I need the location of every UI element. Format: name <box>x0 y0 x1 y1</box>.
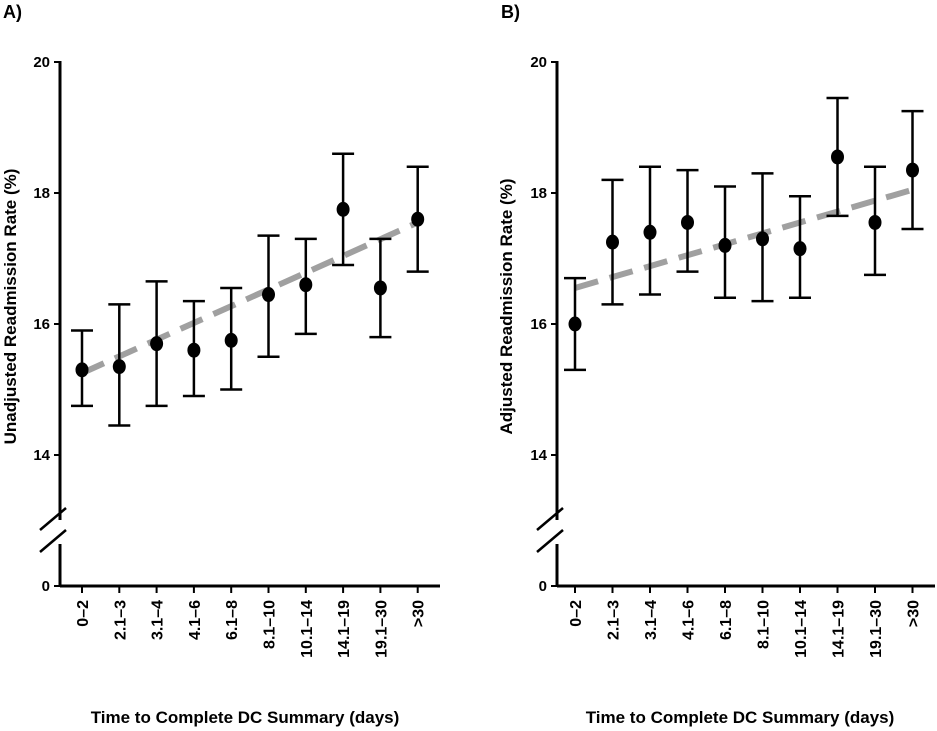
x-tick-label: 8.1–10 <box>262 600 279 649</box>
data-point <box>299 277 313 293</box>
x-tick-label: 6.1–8 <box>718 600 735 640</box>
data-point <box>756 231 769 247</box>
axis-break-mark <box>39 507 67 531</box>
x-tick-label: 14.1–19 <box>831 600 848 658</box>
axis-break-mark <box>536 507 564 531</box>
trend-line <box>574 186 914 291</box>
x-tick-label: 6.1–8 <box>224 600 241 640</box>
x-tick-label: 2.1–3 <box>606 600 623 640</box>
y-tick-label: 14 <box>33 447 50 464</box>
x-tick-label: 3.1–4 <box>643 600 660 640</box>
data-point <box>793 241 807 257</box>
data-point <box>336 201 350 217</box>
y-tick-label: 20 <box>530 54 547 71</box>
x-tick-label: 10.1–14 <box>299 600 316 658</box>
x-tick-label: 0–2 <box>568 600 585 627</box>
y-tick-label: 14 <box>530 447 547 464</box>
axis-break-mark <box>536 529 564 553</box>
y-axis-title: Adjusted Readmission Rate (%) <box>497 179 516 435</box>
x-tick-label: 10.1–14 <box>793 600 810 658</box>
y-tick-label: 18 <box>33 185 50 202</box>
y-tick-label: 16 <box>33 316 50 333</box>
x-tick-label: >30 <box>411 600 428 627</box>
x-tick-label: 19.1–30 <box>373 600 390 658</box>
data-point <box>568 316 582 332</box>
data-point <box>75 362 89 378</box>
data-point <box>906 162 919 178</box>
x-tick-label: 0–2 <box>75 600 92 627</box>
x-tick-label: 14.1–19 <box>336 600 353 658</box>
data-point <box>373 280 387 296</box>
data-point <box>262 287 275 303</box>
data-point <box>411 211 425 227</box>
y-axis-title: Unadjusted Readmission Rate (%) <box>1 169 20 445</box>
x-axis-title: Time to Complete DC Summary (days) <box>586 708 895 727</box>
x-tick-label: 4.1–6 <box>681 600 698 640</box>
data-point <box>187 342 201 358</box>
trend-line <box>80 219 419 376</box>
panel-label: B) <box>501 2 520 22</box>
x-tick-label: 8.1–10 <box>756 600 773 649</box>
data-point <box>150 336 164 352</box>
data-point <box>224 332 238 348</box>
x-tick-label: 4.1–6 <box>187 600 204 640</box>
data-point <box>718 237 732 253</box>
data-point <box>831 149 844 165</box>
data-point <box>606 234 619 250</box>
y-tick-label: 0 <box>539 578 547 595</box>
x-tick-label: 2.1–3 <box>112 600 129 640</box>
data-point <box>643 224 657 240</box>
panel-label: A) <box>3 2 22 22</box>
y-tick-label: 0 <box>42 578 50 595</box>
data-point <box>681 214 694 230</box>
axis-break-mark <box>39 529 67 553</box>
x-axis-title: Time to Complete DC Summary (days) <box>91 708 400 727</box>
y-tick-label: 20 <box>33 54 50 71</box>
x-tick-label: 19.1–30 <box>868 600 885 658</box>
y-tick-label: 18 <box>530 185 547 202</box>
x-tick-label: >30 <box>906 600 923 627</box>
x-tick-label: 3.1–4 <box>150 600 167 640</box>
data-point <box>868 214 882 230</box>
y-tick-label: 16 <box>530 316 547 333</box>
data-point <box>112 359 126 375</box>
